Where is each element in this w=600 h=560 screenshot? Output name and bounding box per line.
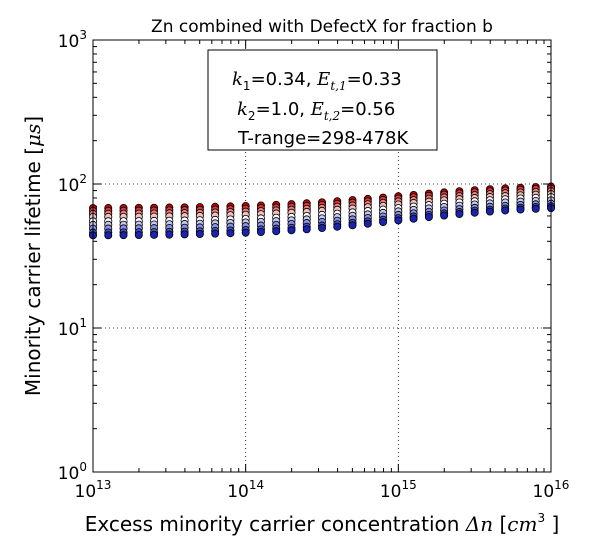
y-tick-label: 103 bbox=[58, 28, 87, 52]
data-point bbox=[211, 229, 220, 238]
y-tick-labels: 100 101 102 103 bbox=[58, 28, 87, 484]
x-axis-unit-open: [ bbox=[493, 512, 507, 536]
x-axis-unit-exponent: 3 bbox=[537, 511, 545, 525]
y-tick-label: 101 bbox=[58, 316, 87, 340]
k1-subscript: 1 bbox=[243, 79, 251, 93]
data-point bbox=[394, 216, 403, 225]
data-point bbox=[226, 229, 235, 238]
k2-subscript: 2 bbox=[248, 109, 256, 123]
x-tick-label: 1016 bbox=[533, 478, 570, 502]
data-point bbox=[531, 204, 540, 213]
data-point bbox=[287, 226, 296, 235]
data-point bbox=[195, 230, 204, 239]
data-point bbox=[409, 214, 418, 223]
e2-symbol: E bbox=[310, 99, 324, 120]
data-point bbox=[165, 230, 174, 239]
x-axis-unit-close: ] bbox=[545, 512, 559, 536]
e1-subscript: t,1 bbox=[330, 79, 346, 93]
data-point bbox=[150, 230, 159, 239]
data-point bbox=[134, 230, 143, 239]
y-tick-label: 100 bbox=[58, 460, 87, 484]
data-point bbox=[317, 224, 326, 233]
e2-subscript: t,2 bbox=[324, 109, 340, 123]
annotation-box: k1=0.34, Et,1=0.33 k2=1.0, Et,2=0.56 T-r… bbox=[207, 49, 438, 151]
data-point bbox=[241, 228, 250, 237]
e1-symbol: E bbox=[316, 69, 330, 90]
k2-symbol: k bbox=[237, 99, 248, 120]
x-axis-title-text: Excess minority carrier concentration bbox=[85, 512, 466, 536]
x-tick-labels: 1013 1014 1015 1016 bbox=[75, 478, 570, 502]
data-point bbox=[363, 219, 372, 228]
y-axis-title: Minority carrier lifetime [μs] bbox=[21, 116, 45, 396]
data-point bbox=[379, 218, 388, 227]
data-point bbox=[516, 205, 525, 214]
annotation-line-2: k2=1.0, Et,2=0.56 bbox=[237, 99, 395, 123]
data-point bbox=[455, 210, 464, 219]
data-point bbox=[333, 222, 342, 231]
data-point bbox=[424, 213, 433, 222]
e1-value: =0.33 bbox=[347, 69, 402, 90]
x-tick-label: 1013 bbox=[75, 478, 112, 502]
y-tick-label: 102 bbox=[58, 172, 87, 196]
chart-title: Zn combined with DefectX for fraction b bbox=[151, 17, 493, 37]
y-axis-title-text: Minority carrier lifetime [ bbox=[21, 147, 45, 396]
x-tick-label: 1015 bbox=[380, 478, 417, 502]
data-point bbox=[485, 207, 494, 216]
x-axis-unit: cm bbox=[507, 512, 537, 536]
data-point bbox=[272, 227, 281, 236]
k2-value: =1.0, bbox=[256, 99, 311, 120]
k1-value: =0.34, bbox=[251, 69, 318, 90]
data-point bbox=[302, 225, 311, 234]
data-point bbox=[440, 211, 449, 220]
plot-frame bbox=[92, 39, 552, 473]
k1-symbol: k bbox=[232, 69, 243, 90]
data-point bbox=[348, 221, 357, 230]
x-tick-label: 1014 bbox=[227, 478, 264, 502]
data-point bbox=[501, 206, 510, 215]
e2-value: =0.56 bbox=[340, 99, 395, 120]
y-axis-unit-close: ] bbox=[21, 116, 45, 124]
data-points bbox=[89, 182, 556, 240]
x-axis-title: Excess minority carrier concentration Δn… bbox=[85, 511, 560, 536]
annotation-frame bbox=[207, 49, 438, 151]
annotation-line-1: k1=0.34, Et,1=0.33 bbox=[232, 69, 402, 93]
x-axis-variable: Δn bbox=[465, 512, 493, 536]
data-point bbox=[119, 231, 128, 240]
data-point bbox=[470, 208, 479, 217]
data-point bbox=[180, 230, 189, 239]
annotation-line-3: T-range=298-478K bbox=[237, 128, 409, 149]
data-point bbox=[256, 227, 265, 236]
data-point bbox=[104, 231, 113, 240]
y-axis-unit: μs bbox=[21, 124, 45, 147]
